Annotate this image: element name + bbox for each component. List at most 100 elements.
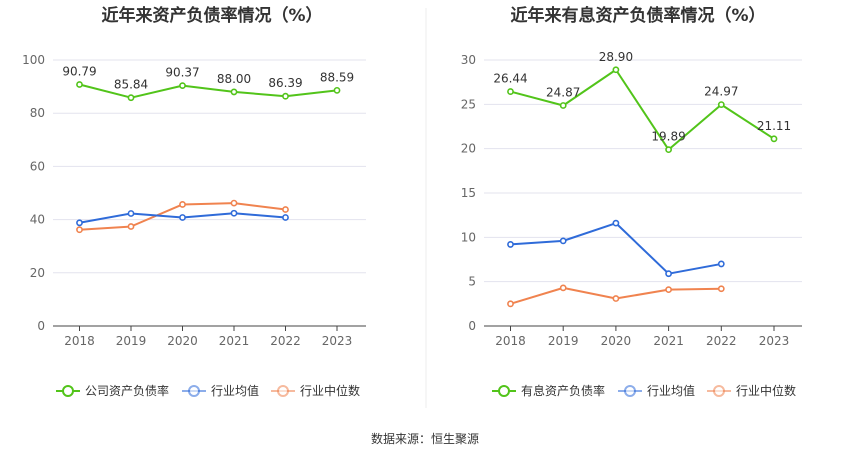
point-main[interactable]: [333, 86, 341, 94]
x-tick-label: 2020: [167, 334, 198, 348]
point-industry-avg[interactable]: [507, 241, 514, 248]
data-label-main: 90.37: [165, 66, 199, 80]
x-tick-label: 2021: [219, 334, 250, 348]
point-main[interactable]: [179, 82, 186, 90]
x-tick-label: 2018: [495, 334, 526, 348]
point-industry-median[interactable]: [559, 284, 567, 292]
data-label-main: 88.59: [320, 70, 354, 84]
point-industry-avg[interactable]: [76, 219, 83, 227]
y-tick-label: 20: [461, 142, 476, 156]
data-label-main: 24.97: [704, 85, 738, 99]
point-main[interactable]: [559, 102, 567, 109]
legend-item-industry-avg[interactable]: 行业均值: [182, 383, 259, 398]
series-line-industry-avg: [510, 222, 722, 275]
point-main[interactable]: [127, 94, 135, 102]
point-main[interactable]: [770, 135, 778, 143]
legend-item-industry-median[interactable]: 行业中位数: [271, 383, 360, 398]
legend-marker-industry-median-right: [713, 385, 725, 397]
point-industry-median[interactable]: [665, 286, 672, 294]
point-industry-median[interactable]: [507, 300, 514, 308]
data-label-main: 24.87: [546, 85, 580, 99]
chart-right-xticks: 2018 2019 2020 2021 2022 2023: [484, 325, 802, 348]
chart-left-series: [76, 81, 341, 234]
point-industry-median[interactable]: [127, 223, 135, 230]
x-tick-label: 2022: [270, 334, 301, 348]
series-line-main: [79, 83, 338, 99]
y-tick-label: 30: [461, 53, 476, 67]
y-tick-label: 25: [461, 97, 476, 111]
x-tick-label: 2019: [116, 334, 147, 348]
y-tick-label: 80: [30, 106, 45, 120]
y-tick-label: 40: [30, 213, 45, 227]
x-tick-label: 2021: [653, 334, 684, 348]
chart-right-datalabels: 26.44 24.87 28.90 19.89 24.97 21.11: [493, 50, 791, 144]
chart-left-yticks: 0 20 40 60 80 100: [22, 53, 45, 333]
point-industry-median[interactable]: [717, 285, 725, 293]
legend-label-industry-avg-right: 行业均值: [647, 383, 695, 398]
x-tick-label: 2023: [322, 334, 353, 348]
chart-right-series: [507, 66, 778, 308]
y-tick-label: 20: [30, 266, 45, 280]
chart-right-yticks: 0 5 10 15 20 25 30: [461, 53, 476, 333]
legend-label-industry-avg: 行业均值: [211, 383, 259, 398]
point-industry-avg[interactable]: [230, 209, 238, 217]
data-label-main: 28.90: [599, 50, 633, 64]
legend-marker-industry-avg-right: [624, 385, 636, 397]
legend-item-company[interactable]: 公司资产负债率: [56, 383, 169, 398]
chart-right-legend[interactable]: 有息资产负债率 行业均值 行业中位数: [492, 383, 796, 398]
y-tick-label: 0: [37, 319, 45, 333]
y-tick-label: 5: [468, 275, 476, 289]
point-main[interactable]: [76, 81, 83, 88]
legend-item-industry-avg-right[interactable]: 行业均值: [618, 383, 695, 398]
chart-right: 近年来有息资产负债率情况（%） 0 5 10 15 20 25 30 2018 2019 202…: [461, 5, 802, 398]
data-label-main: 19.89: [651, 130, 685, 144]
chart-left-title: 近年来资产负债率情况（%）: [101, 5, 322, 26]
point-industry-avg[interactable]: [559, 237, 567, 245]
legend-marker-industry-avg: [188, 385, 200, 397]
point-industry-median[interactable]: [179, 201, 186, 208]
y-tick-label: 15: [461, 186, 476, 200]
chart-left-xticks: 2018 2019 2020 2021 2022 2023: [53, 325, 366, 348]
legend-marker-industry-median: [277, 385, 289, 397]
chart-left-datalabels: 90.79 85.84 90.37 88.00 86.39 88.59: [62, 64, 354, 91]
point-main[interactable]: [282, 92, 289, 100]
point-industry-avg[interactable]: [665, 270, 672, 278]
point-main[interactable]: [665, 146, 672, 154]
legend-label-company: 公司资产负债率: [85, 383, 169, 398]
legend-label-industry-median-right: 行业中位数: [736, 383, 796, 398]
point-industry-avg[interactable]: [127, 210, 135, 217]
legend-label-industry-median: 行业中位数: [300, 383, 360, 398]
point-industry-median[interactable]: [282, 206, 289, 213]
legend-marker-company: [62, 385, 74, 397]
point-main[interactable]: [507, 88, 514, 95]
point-industry-median[interactable]: [230, 199, 238, 207]
point-main[interactable]: [612, 66, 620, 74]
legend-item-interest-bearing[interactable]: 有息资产负债率: [492, 383, 605, 398]
data-label-main: 90.79: [62, 64, 96, 78]
point-industry-median[interactable]: [612, 295, 620, 302]
point-industry-avg[interactable]: [717, 260, 725, 268]
point-main[interactable]: [717, 101, 725, 108]
y-tick-label: 10: [461, 230, 476, 244]
point-industry-avg[interactable]: [179, 214, 186, 221]
legend-label-interest-bearing: 有息资产负债率: [521, 383, 605, 398]
x-tick-label: 2020: [601, 334, 632, 348]
chart-left-grid: [53, 59, 366, 274]
data-label-main: 21.11: [757, 119, 791, 133]
point-industry-avg[interactable]: [282, 214, 289, 221]
data-label-main: 86.39: [268, 76, 302, 90]
x-tick-label: 2019: [548, 334, 579, 348]
y-tick-label: 0: [468, 319, 476, 333]
chart-left-legend[interactable]: 公司资产负债率 行业均值 行业中位数: [56, 383, 360, 398]
x-tick-label: 2023: [759, 334, 790, 348]
point-main[interactable]: [230, 88, 238, 96]
point-industry-median[interactable]: [76, 226, 83, 234]
x-tick-label: 2022: [706, 334, 737, 348]
y-tick-label: 60: [30, 159, 45, 173]
point-industry-avg[interactable]: [612, 219, 620, 227]
x-tick-label: 2018: [64, 334, 95, 348]
data-label-main: 26.44: [493, 72, 527, 86]
legend-item-industry-median-right[interactable]: 行业中位数: [707, 383, 796, 398]
